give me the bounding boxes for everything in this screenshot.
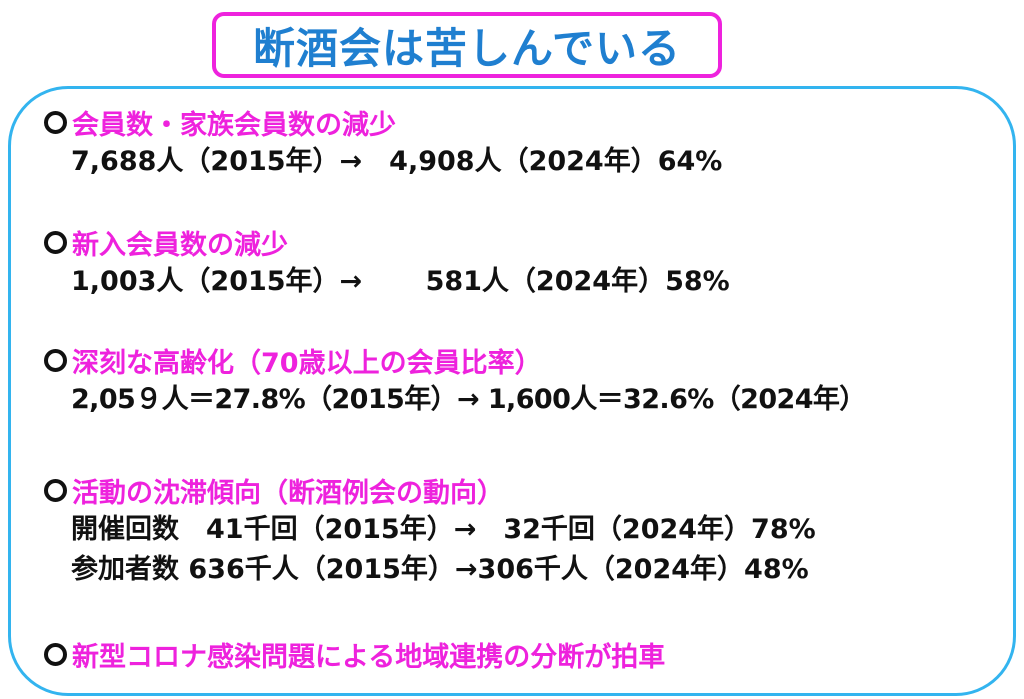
section-new-member-decline: 新入会員数の減少 1,003人（2015年）→ 581人（2024年）58% [44,222,730,302]
bullet-circle-icon [44,478,67,502]
bullet-circle-icon [44,230,67,254]
content-panel [8,86,1016,696]
stat-line: 1,003人（2015年）→ 581人（2024年）58% [71,266,730,297]
heading-text: 新入会員数の減少 [72,229,288,261]
bullet-circle-icon [44,110,67,134]
bullet-circle-icon [44,642,67,666]
stat-line: 7,688人（2015年）→ 4,908人（2024年）64% [71,146,723,177]
stat-line: 2,05９人＝27.8%（2015年）→ 1,600人＝32.6%（2024年） [71,384,866,415]
section-heading: 深刻な高齢化（70歳以上の会員比率） [44,340,866,380]
heading-text: 深刻な高齢化（70歳以上の会員比率） [72,347,542,379]
page-title: 断酒会は苦しんでいる [253,23,681,73]
heading-text: 活動の沈滞傾向（断酒例会の動向） [72,477,504,509]
section-heading: 会員数・家族会員数の減少 [44,102,722,142]
section-heading: 新型コロナ感染問題による地域連携の分断が拍車 [44,634,665,674]
section-heading: 活動の沈滞傾向（断酒例会の動向） [44,470,816,510]
heading-text: 新型コロナ感染問題による地域連携の分断が拍車 [72,641,666,673]
heading-text: 会員数・家族会員数の減少 [72,109,396,141]
section-membership-decline: 会員数・家族会員数の減少 7,688人（2015年）→ 4,908人（2024年… [44,102,722,182]
section-activity-stagnation: 活動の沈滞傾向（断酒例会の動向） 開催回数 41千回（2015年）→ 32千回（… [44,470,816,590]
stat-line-participants: 参加者数 636千人（2015年）→306千人（2024年）48% [71,554,809,585]
stat-line-meetings: 開催回数 41千回（2015年）→ 32千回（2024年）78% [71,514,816,545]
section-aging: 深刻な高齢化（70歳以上の会員比率） 2,05９人＝27.8%（2015年）→ … [44,340,866,420]
section-covid-impact: 新型コロナ感染問題による地域連携の分断が拍車 [44,634,665,674]
title-box: 断酒会は苦しんでいる [212,12,722,78]
section-heading: 新入会員数の減少 [44,222,730,262]
bullet-circle-icon [44,348,67,372]
